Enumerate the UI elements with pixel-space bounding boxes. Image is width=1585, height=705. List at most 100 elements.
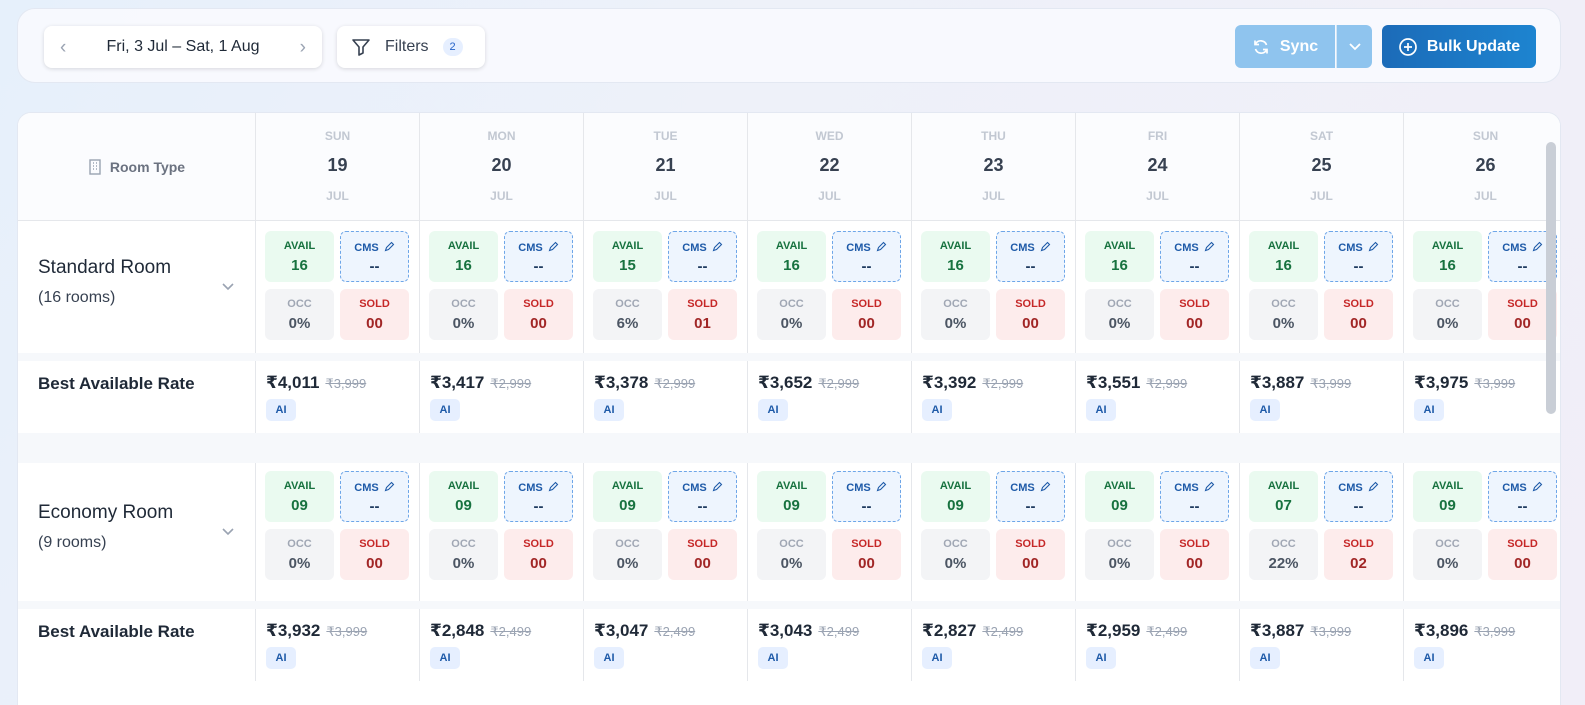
pencil-icon[interactable]: [1368, 481, 1379, 495]
rate-price: ₹3,652 ₹2,999: [758, 373, 859, 393]
cms-box[interactable]: CMS --: [1488, 471, 1557, 522]
rate-cell[interactable]: ₹3,652 ₹2,999 AI: [748, 361, 912, 433]
pencil-icon[interactable]: [712, 241, 723, 255]
rate-cell[interactable]: ₹3,043 ₹2,499 AI: [748, 609, 912, 681]
chevron-down-icon[interactable]: [221, 279, 235, 295]
avail-value: 09: [619, 497, 636, 514]
sync-dropdown-button[interactable]: [1336, 25, 1372, 68]
ai-badge[interactable]: AI: [430, 399, 460, 421]
sold-value: 02: [1350, 555, 1367, 572]
rate-cell[interactable]: ₹2,959 ₹2,499 AI: [1076, 609, 1240, 681]
cms-box[interactable]: CMS --: [504, 231, 573, 282]
cms-box[interactable]: CMS --: [504, 471, 573, 522]
rate-cell[interactable]: ₹3,887 ₹3,999 AI: [1240, 609, 1404, 681]
pencil-icon[interactable]: [876, 481, 887, 495]
rate-cell[interactable]: ₹3,378 ₹2,999 AI: [584, 361, 748, 433]
rate-cell[interactable]: ₹4,011 ₹3,999 AI: [256, 361, 420, 433]
original-price: ₹3,999: [1310, 376, 1352, 391]
ai-badge[interactable]: AI: [430, 647, 460, 669]
ai-badge[interactable]: AI: [1414, 647, 1444, 669]
rate-cell[interactable]: ₹3,047 ₹2,499 AI: [584, 609, 748, 681]
cms-box[interactable]: CMS --: [668, 231, 737, 282]
rate-cell[interactable]: ₹3,392 ₹2,999 AI: [912, 361, 1076, 433]
rate-cell[interactable]: ₹3,887 ₹3,999 AI: [1240, 361, 1404, 433]
ai-badge[interactable]: AI: [1414, 399, 1444, 421]
rate-cell[interactable]: ₹3,932 ₹3,999 AI: [256, 609, 420, 681]
cms-label: CMS: [1325, 241, 1392, 255]
original-price: ₹3,999: [1474, 624, 1516, 639]
ai-badge[interactable]: AI: [266, 399, 296, 421]
day-header: TUE 21 JUL: [584, 113, 748, 221]
inventory-cell: AVAIL 09 CMS -- OCC 0% SOLD 00: [1076, 463, 1240, 601]
pencil-icon[interactable]: [1040, 481, 1051, 495]
occ-label: OCC: [1435, 298, 1460, 310]
ai-badge[interactable]: AI: [1086, 399, 1116, 421]
ai-badge[interactable]: AI: [266, 647, 296, 669]
avail-value: 16: [947, 257, 964, 274]
chevron-right-icon[interactable]: ›: [299, 36, 306, 58]
avail-value: 09: [1439, 497, 1456, 514]
occ-box: OCC 22%: [1249, 529, 1318, 580]
pencil-icon[interactable]: [712, 481, 723, 495]
rate-cell[interactable]: ₹2,827 ₹2,499 AI: [912, 609, 1076, 681]
pencil-icon[interactable]: [1532, 481, 1543, 495]
cms-box[interactable]: CMS --: [340, 231, 409, 282]
ai-badge[interactable]: AI: [594, 399, 624, 421]
avail-label: AVAIL: [1267, 480, 1300, 492]
pencil-icon[interactable]: [1204, 241, 1215, 255]
occ-value: 0%: [1436, 315, 1459, 332]
rate-cell[interactable]: ₹3,417 ₹2,999 AI: [420, 361, 584, 433]
room-type-row[interactable]: Economy Room (9 rooms): [18, 463, 256, 601]
rate-cell[interactable]: ₹3,551 ₹2,999 AI: [1076, 361, 1240, 433]
chevron-left-icon[interactable]: ‹: [60, 36, 67, 58]
sold-label: SOLD: [1015, 538, 1046, 550]
occ-label: OCC: [451, 538, 476, 550]
rate-cell[interactable]: ₹3,975 ₹3,999 AI: [1404, 361, 1560, 433]
inventory-cell: AVAIL 09 CMS -- OCC 0% SOLD 00: [912, 463, 1076, 601]
pencil-icon[interactable]: [876, 241, 887, 255]
cms-box[interactable]: CMS --: [832, 471, 901, 522]
date-range-picker[interactable]: ‹ Fri, 3 Jul – Sat, 1 Aug ›: [44, 26, 322, 68]
chevron-down-icon[interactable]: [221, 524, 235, 540]
cms-box[interactable]: CMS --: [996, 231, 1065, 282]
pencil-icon[interactable]: [1368, 241, 1379, 255]
pencil-icon[interactable]: [548, 241, 559, 255]
ai-badge[interactable]: AI: [1250, 399, 1280, 421]
ai-badge[interactable]: AI: [758, 399, 788, 421]
avail-value: 09: [291, 497, 308, 514]
occ-label: OCC: [1107, 298, 1132, 310]
day-header: MON 20 JUL: [420, 113, 584, 221]
sync-button[interactable]: Sync: [1235, 25, 1335, 68]
pencil-icon[interactable]: [384, 481, 395, 495]
cms-box[interactable]: CMS --: [996, 471, 1065, 522]
room-name: Standard Room: [38, 257, 172, 278]
cms-box[interactable]: CMS --: [1160, 471, 1229, 522]
ai-badge[interactable]: AI: [922, 647, 952, 669]
pencil-icon[interactable]: [548, 481, 559, 495]
pencil-icon[interactable]: [1040, 241, 1051, 255]
cms-box[interactable]: CMS --: [832, 231, 901, 282]
rate-price: ₹3,887 ₹3,999: [1250, 621, 1351, 641]
cms-box[interactable]: CMS --: [1324, 471, 1393, 522]
room-type-row[interactable]: Standard Room (16 rooms): [18, 221, 256, 353]
ai-badge[interactable]: AI: [1250, 647, 1280, 669]
bulk-update-button[interactable]: Bulk Update: [1382, 25, 1536, 68]
cms-box[interactable]: CMS --: [1160, 231, 1229, 282]
pencil-icon[interactable]: [1532, 241, 1543, 255]
cms-box[interactable]: CMS --: [340, 471, 409, 522]
cms-box[interactable]: CMS --: [1324, 231, 1393, 282]
filters-button[interactable]: Filters 2: [337, 26, 485, 68]
ai-badge[interactable]: AI: [922, 399, 952, 421]
pencil-icon[interactable]: [1204, 481, 1215, 495]
ai-badge[interactable]: AI: [594, 647, 624, 669]
pencil-icon[interactable]: [384, 241, 395, 255]
cms-label: CMS: [997, 241, 1064, 255]
day-number: 22: [819, 155, 840, 175]
rate-cell[interactable]: ₹2,848 ₹2,499 AI: [420, 609, 584, 681]
rate-cell[interactable]: ₹3,896 ₹3,999 AI: [1404, 609, 1560, 681]
ai-badge[interactable]: AI: [1086, 647, 1116, 669]
cms-box[interactable]: CMS --: [668, 471, 737, 522]
cms-box[interactable]: CMS --: [1488, 231, 1557, 282]
vertical-scrollbar[interactable]: [1546, 142, 1556, 414]
ai-badge[interactable]: AI: [758, 647, 788, 669]
